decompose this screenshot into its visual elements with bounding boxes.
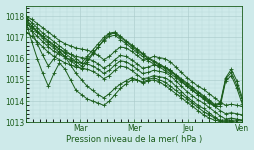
X-axis label: Pression niveau de la mer( hPa ): Pression niveau de la mer( hPa )	[66, 135, 202, 144]
